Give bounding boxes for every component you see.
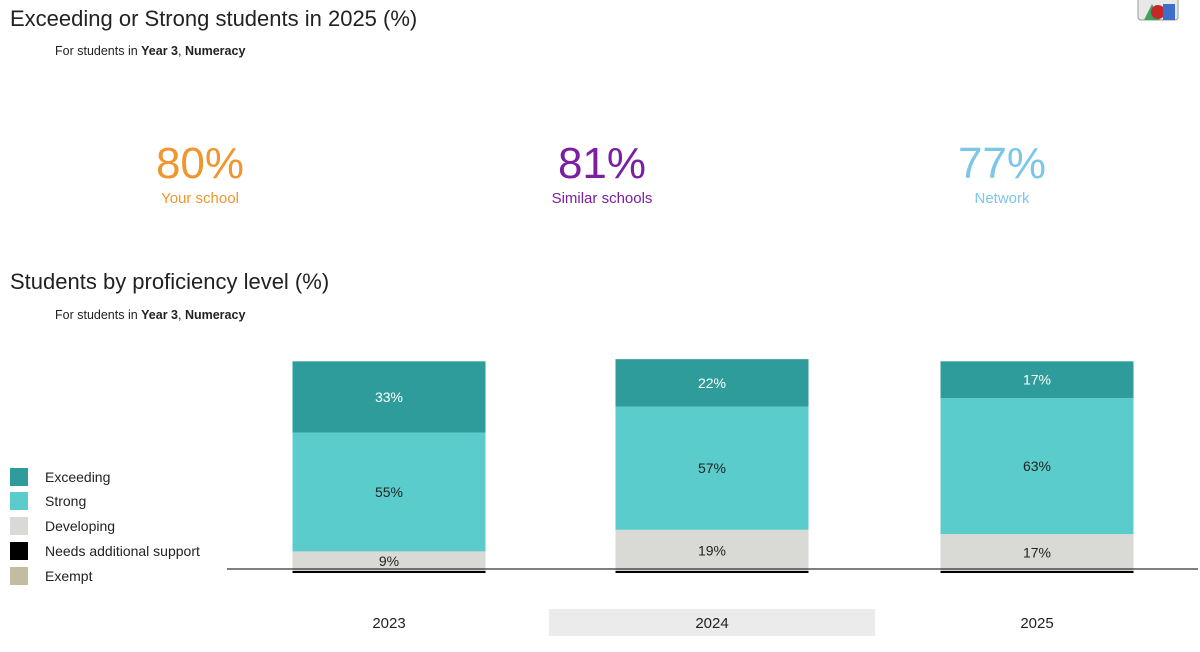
subtitle-prefix: For students in — [55, 44, 142, 58]
legend-item-strong[interactable]: Strong — [10, 491, 86, 511]
subtitle-subject: Numeracy — [184, 44, 246, 58]
x-tick-label[interactable]: 2024 — [695, 615, 728, 632]
bar-segment-strong-2023[interactable] — [292, 432, 486, 552]
shapes-icon[interactable] — [1136, 0, 1182, 22]
subtitle-separator: , — [178, 308, 185, 322]
data-label: 22% — [698, 375, 726, 391]
bar-segment-needs-additional-support-2023[interactable] — [292, 570, 486, 573]
subtitle-subject: Numeracy — [184, 308, 246, 322]
legend-swatch — [10, 517, 28, 535]
kpi-label: Network — [974, 190, 1030, 207]
legend-swatch — [10, 567, 28, 585]
kpi-network: 77% Network — [872, 139, 1132, 208]
bar-segment-developing-2025[interactable] — [940, 534, 1134, 571]
bar-segment-needs-additional-support-2024[interactable] — [615, 570, 809, 573]
legend-item-needs-support[interactable]: Needs additional support — [10, 541, 200, 561]
bar-segment-developing-2023[interactable] — [292, 551, 486, 571]
kpi-value: 77% — [957, 139, 1047, 188]
chart-section-subtitle: For students in Year 3, Numeracy — [55, 308, 245, 322]
bar-segment-exceeding-2023[interactable] — [292, 361, 486, 433]
subtitle-year: Year 3 — [141, 44, 178, 58]
data-label: 19% — [698, 542, 726, 558]
bar-segment-exceeding-2025[interactable] — [940, 361, 1134, 399]
data-label: 57% — [698, 460, 726, 476]
legend-label: Needs additional support — [45, 543, 200, 559]
legend-label: Developing — [45, 518, 116, 534]
kpi-your-school: 80% Your school — [70, 139, 330, 208]
legend-item-exceeding[interactable]: Exceeding — [10, 467, 110, 487]
subtitle-year: Year 3 — [141, 308, 178, 322]
bar-segment-strong-2025[interactable] — [940, 398, 1134, 535]
kpi-label: Your school — [161, 190, 239, 207]
bar-segment-developing-2024[interactable] — [615, 529, 809, 571]
subtitle-separator: , — [178, 44, 185, 58]
legend-label: Strong — [45, 493, 87, 509]
category-highlight — [549, 609, 875, 636]
data-label: 17% — [1023, 544, 1051, 560]
kpi-value: 81% — [557, 139, 647, 188]
kpi-label: Similar schools — [551, 190, 653, 207]
subtitle-prefix: For students in — [55, 308, 142, 322]
data-label: 33% — [375, 389, 403, 405]
legend-swatch — [10, 542, 28, 560]
legend-label: Exceeding — [45, 469, 111, 485]
data-label: 63% — [1023, 458, 1051, 474]
bar-segment-strong-2024[interactable] — [615, 406, 809, 530]
legend-item-developing[interactable]: Developing — [10, 516, 115, 536]
bar-segment-needs-additional-support-2025[interactable] — [940, 570, 1134, 573]
data-label: 9% — [379, 553, 399, 569]
legend-item-exempt[interactable]: Exempt — [10, 566, 92, 586]
legend-swatch — [10, 468, 28, 486]
x-tick-label[interactable]: 2023 — [372, 615, 405, 632]
legend-swatch — [10, 492, 28, 510]
kpi-value: 80% — [155, 139, 245, 188]
bar-segment-exceeding-2024[interactable] — [615, 359, 809, 407]
kpi-section-title: Exceeding or Strong students in 2025 (%) — [10, 6, 418, 31]
kpi-similar-schools: 81% Similar schools — [472, 139, 732, 208]
kpi-section-subtitle: For students in Year 3, Numeracy — [55, 44, 245, 58]
legend-label: Exempt — [45, 568, 93, 584]
x-tick-label[interactable]: 2025 — [1020, 615, 1053, 632]
data-label: 55% — [375, 484, 403, 500]
data-label: 17% — [1023, 372, 1051, 388]
chart-section-title: Students by proficiency level (%) — [10, 269, 330, 294]
